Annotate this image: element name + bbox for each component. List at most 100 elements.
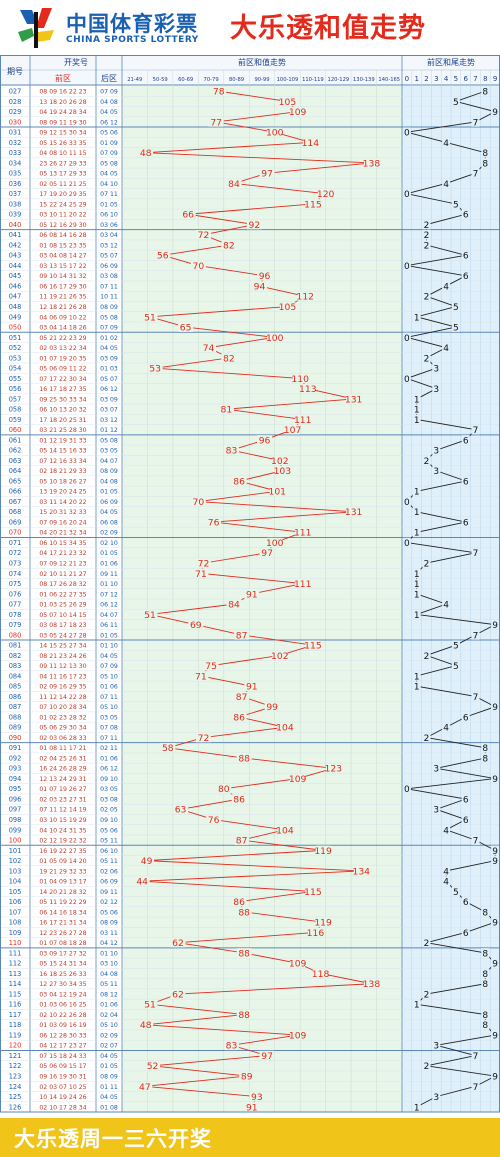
tail-point-label: 9 xyxy=(492,621,498,631)
tail-digit-label: 4 xyxy=(444,75,449,83)
sum-bin-label: 110-119 xyxy=(302,77,324,83)
back-numbers: 05 06 xyxy=(100,130,118,137)
tail-point-label: 3 xyxy=(433,385,439,395)
sum-point-label: 52 xyxy=(147,1061,159,1072)
front-numbers: 17 18 20 25 31 xyxy=(39,417,86,424)
tail-point-label: 5 xyxy=(453,642,459,652)
front-numbers: 07 12 16 33 34 xyxy=(39,458,86,465)
back-numbers: 04 10 xyxy=(100,181,118,188)
tail-point-label: 3 xyxy=(433,765,439,775)
sum-bin-label: 21-49 xyxy=(127,77,142,83)
sum-point-bg xyxy=(307,927,323,938)
issue-number: 035 xyxy=(9,170,22,178)
front-numbers: 03 08 17 18 23 xyxy=(39,622,86,629)
front-numbers: 03 09 17 27 32 xyxy=(39,950,86,957)
sum-point-label: 76 xyxy=(208,815,220,826)
issue-number: 083 xyxy=(9,662,22,670)
footer-text: 大乐透周一三六开奖 xyxy=(14,1127,212,1151)
sum-point-bg xyxy=(257,435,273,445)
sum-point-bg xyxy=(147,363,163,373)
tail-point-label: 1 xyxy=(414,395,420,405)
tail-point-label: 9 xyxy=(492,703,498,713)
tail-point-label: 2 xyxy=(424,231,430,241)
back-numbers: 07 09 xyxy=(100,89,118,96)
tail-point-bg xyxy=(412,568,421,579)
front-numbers: 06 10 13 20 32 xyxy=(39,407,86,414)
tail-point-bg xyxy=(412,578,421,589)
sum-point-label: 72 xyxy=(198,230,210,241)
sum-point-bg xyxy=(138,147,154,158)
back-numbers: 01 06 xyxy=(100,755,118,762)
sum-point-label: 94 xyxy=(254,281,266,292)
sum-point-label: 97 xyxy=(261,169,273,180)
sum-point-label: 91 xyxy=(246,589,258,600)
sum-point-bg xyxy=(325,763,341,774)
back-numbers: 07 11 xyxy=(100,283,118,290)
sum-bin-label: 130-139 xyxy=(353,77,375,83)
tail-point-label: 8 xyxy=(482,980,488,990)
tail-point-label: 9 xyxy=(492,960,498,970)
sum-point-bg xyxy=(295,578,311,589)
back-numbers: 06 08 xyxy=(100,519,118,526)
sum-point-bg xyxy=(259,548,275,558)
front-numbers: 04 11 16 17 23 xyxy=(39,673,86,680)
back-numbers: 02 09 xyxy=(100,530,118,537)
sum-point-label: 86 xyxy=(233,794,245,805)
sum-point-bg xyxy=(190,496,206,507)
back-numbers: 01 05 xyxy=(100,201,118,208)
back-numbers: 05 07 xyxy=(100,376,118,383)
issue-number: 037 xyxy=(9,190,22,198)
sum-point-bg xyxy=(231,794,247,804)
tail-point-bg xyxy=(402,496,411,507)
front-numbers: 01 12 19 31 33 xyxy=(39,437,86,444)
back-numbers: 02 11 xyxy=(100,745,118,752)
front-numbers: 03 10 11 20 22 xyxy=(39,212,86,219)
tail-point-bg xyxy=(422,650,431,661)
sum-point-label: 110 xyxy=(291,374,309,385)
issue-number: 086 xyxy=(9,693,22,701)
sum-point-label: 88 xyxy=(238,1010,250,1021)
issue-number: 126 xyxy=(9,1103,22,1111)
back-numbers: 06 12 xyxy=(100,766,118,773)
header-back: 后区 xyxy=(101,73,117,83)
issue-number: 090 xyxy=(9,734,22,742)
tail-point-bg xyxy=(422,558,431,568)
sum-point-bg xyxy=(223,445,239,456)
tail-point-label: 8 xyxy=(482,1021,488,1031)
sum-bin-label: 70-79 xyxy=(204,77,219,83)
back-numbers: 07 09 xyxy=(100,150,118,157)
tail-point-label: 3 xyxy=(433,806,439,816)
sum-point-bg xyxy=(302,137,318,148)
tail-point-bg xyxy=(412,589,421,599)
issue-number: 027 xyxy=(9,88,22,96)
sum-point-label: 51 xyxy=(144,312,156,323)
sum-point-bg xyxy=(290,106,306,117)
issue-number: 114 xyxy=(9,980,22,988)
sum-point-label: 96 xyxy=(259,435,271,446)
sum-point-bg xyxy=(346,506,362,517)
tail-point-bg xyxy=(461,435,470,445)
issue-number: 070 xyxy=(9,529,22,537)
issue-number: 091 xyxy=(9,744,22,752)
front-numbers: 01 08 11 17 21 xyxy=(39,745,86,752)
tail-point-bg xyxy=(461,927,470,938)
sum-point-label: 138 xyxy=(363,158,381,169)
tail-point-label: 2 xyxy=(424,457,430,467)
tail-point-bg xyxy=(422,229,431,240)
back-numbers: 03 08 xyxy=(100,273,118,280)
tail-point-label: 1 xyxy=(414,683,420,693)
tail-point-bg xyxy=(402,373,411,384)
back-numbers: 04 05 xyxy=(100,1053,118,1060)
front-numbers: 23 26 27 29 33 xyxy=(39,160,86,167)
tail-point-bg xyxy=(451,660,460,671)
sum-point-label: 75 xyxy=(205,661,217,672)
front-numbers: 11 19 21 26 35 xyxy=(39,294,86,301)
sum-point-label: 48 xyxy=(140,148,152,159)
issue-number: 036 xyxy=(9,180,22,188)
tail-point-bg xyxy=(491,1030,500,1040)
sum-point-bg xyxy=(203,660,219,671)
tail-point-bg xyxy=(432,363,441,373)
sum-point-bg xyxy=(300,383,316,394)
tail-point-bg xyxy=(481,158,490,168)
sum-point-label: 48 xyxy=(140,1020,152,1031)
